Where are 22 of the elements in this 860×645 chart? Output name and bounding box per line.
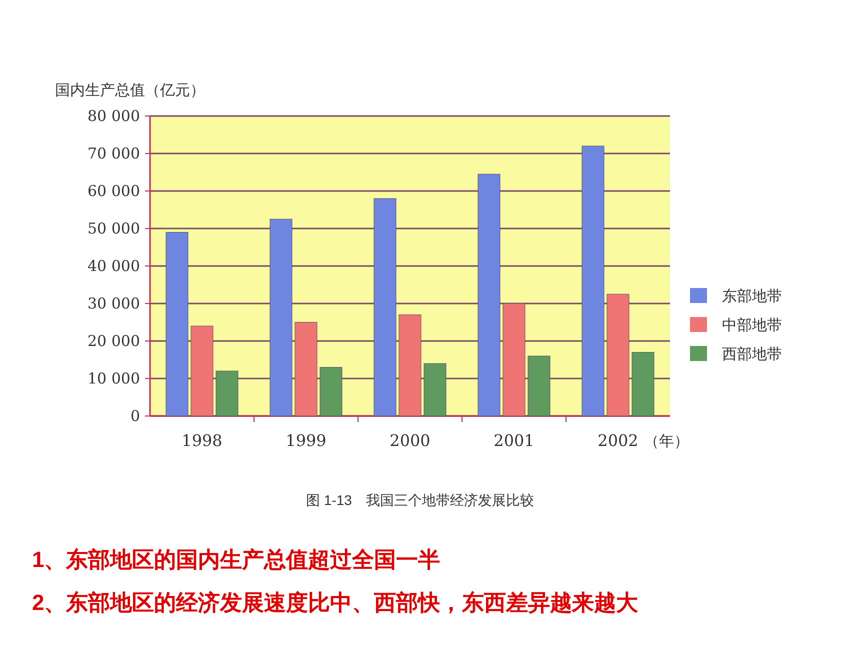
y-tick-label: 0 [130, 407, 140, 425]
y-tick-label: 20 000 [88, 332, 140, 350]
y-tick-label: 60 000 [88, 182, 140, 200]
y-tick-label: 10 000 [88, 370, 140, 388]
y-tick-label: 70 000 [88, 144, 140, 162]
text: 2、东部地区的经济发展速度比中、西部快，东西差异越来越大 [32, 590, 640, 615]
text: 图 1-13 我国三个地带经济发展比较 [306, 492, 534, 508]
y-tick-label: 80 000 [88, 107, 140, 125]
text: 1、东部地区的国内生产总值超过全国一半 [32, 547, 440, 572]
x-tick-label: 1998 [182, 431, 222, 450]
legend-label: 东部地带 [722, 288, 782, 305]
x-axis-title: （年） [644, 433, 689, 450]
legend-label: 西部地带 [722, 346, 782, 363]
x-tick-label: 1999 [286, 431, 326, 450]
x-tick-label: 2000 [390, 431, 430, 450]
y-tick-label: 50 000 [88, 220, 140, 238]
y-tick-label: 30 000 [88, 294, 140, 312]
x-tick-label: 2002 [598, 431, 638, 450]
y-tick-label: 40 000 [88, 257, 140, 275]
legend-label: 中部地带 [722, 317, 782, 334]
x-tick-label: 2001 [494, 431, 534, 450]
y-axis-title: 国内生产总值（亿元） [55, 82, 205, 99]
